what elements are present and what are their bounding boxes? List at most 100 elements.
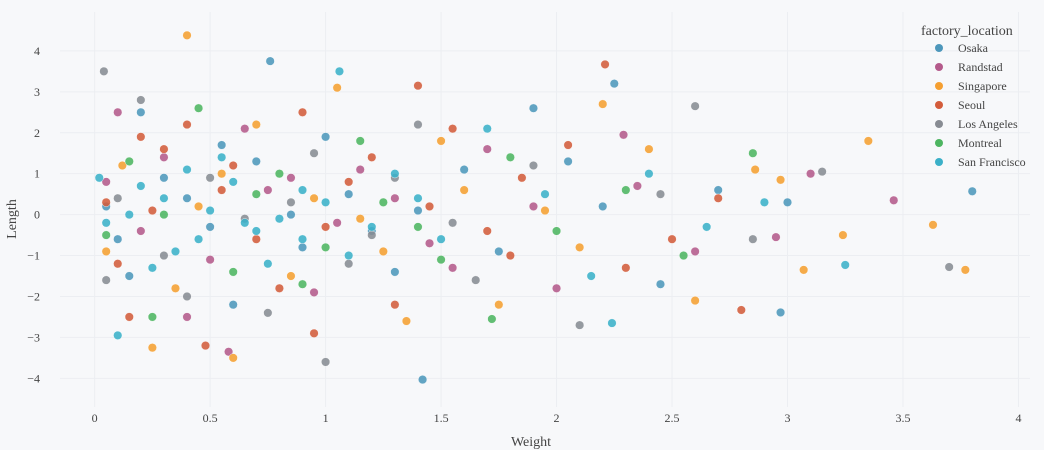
data-point: [309, 287, 319, 297]
data-point: [124, 156, 134, 166]
data-point: [228, 353, 238, 363]
series-seoul: [101, 59, 746, 351]
data-point: [286, 197, 296, 207]
legend-label: Singapore: [958, 79, 1007, 93]
legend-item-seoul[interactable]: Seoul: [935, 98, 986, 112]
data-point: [817, 167, 827, 177]
data-point: [679, 251, 689, 261]
data-point: [321, 132, 331, 142]
legend-marker: [935, 120, 943, 128]
data-point: [124, 210, 134, 220]
data-point: [334, 66, 344, 76]
x-tick-label: 3: [785, 411, 791, 425]
data-point: [771, 232, 781, 242]
y-axis-ticks: −4 −3 −2 −1 0 1 2 3 4: [27, 44, 40, 385]
legend-item-san-francisco[interactable]: San Francisco: [935, 155, 1026, 169]
data-point: [298, 234, 308, 244]
data-point: [205, 173, 215, 183]
data-point: [736, 305, 746, 315]
data-point: [321, 222, 331, 232]
data-point: [113, 107, 123, 117]
x-tick-label: 1: [323, 411, 329, 425]
data-point: [655, 279, 665, 289]
y-tick-label: 3: [34, 85, 40, 99]
data-point: [390, 193, 400, 203]
data-point: [401, 316, 411, 326]
data-point: [528, 103, 538, 113]
data-point: [690, 296, 700, 306]
legend-marker: [935, 158, 943, 166]
data-point: [205, 255, 215, 265]
data-point: [425, 201, 435, 211]
data-point: [286, 173, 296, 183]
data-point: [274, 214, 284, 224]
legend-item-los-angeles[interactable]: Los Angeles: [935, 117, 1018, 131]
series-montreal: [101, 103, 758, 324]
legend-item-singapore[interactable]: Singapore: [935, 79, 1007, 93]
legend-item-randstad[interactable]: Randstad: [935, 60, 1003, 74]
data-point: [783, 197, 793, 207]
data-point: [147, 206, 157, 216]
data-point: [99, 66, 109, 76]
data-point: [94, 173, 104, 183]
data-point: [251, 156, 261, 166]
series-osaka: [101, 56, 977, 385]
x-tick-label: 0.5: [203, 411, 218, 425]
legend-item-montreal[interactable]: Montreal: [935, 136, 1003, 150]
data-point: [217, 140, 227, 150]
data-point: [482, 144, 492, 154]
data-point: [655, 189, 665, 199]
legend-label: Montreal: [958, 136, 1003, 150]
data-point: [436, 234, 446, 244]
data-point: [552, 226, 562, 236]
x-tick-label: 2.5: [665, 411, 680, 425]
data-point: [309, 328, 319, 338]
data-point: [619, 130, 629, 140]
data-point: [690, 101, 700, 111]
data-point: [448, 263, 458, 273]
data-point: [251, 234, 261, 244]
x-axis-ticks: 0 0.5 1 1.5 2 2.5 3 3.5 4: [92, 411, 1022, 425]
x-axis-title: Weight: [511, 435, 551, 450]
data-point: [194, 201, 204, 211]
data-point: [713, 185, 723, 195]
data-point: [182, 30, 192, 40]
data-point: [644, 169, 654, 179]
data-point: [159, 193, 169, 203]
data-point: [487, 314, 497, 324]
data-point: [136, 181, 146, 191]
data-point: [274, 283, 284, 293]
legend-item-osaka[interactable]: Osaka: [935, 41, 989, 55]
data-point: [344, 251, 354, 261]
data-point: [759, 197, 769, 207]
data-point: [228, 300, 238, 310]
data-point: [263, 185, 273, 195]
data-point: [378, 197, 388, 207]
data-point: [159, 144, 169, 154]
data-point: [748, 148, 758, 158]
data-point: [344, 259, 354, 269]
data-point: [124, 271, 134, 281]
data-point: [240, 124, 250, 134]
legend-label: Seoul: [958, 98, 986, 112]
data-point: [621, 185, 631, 195]
data-point: [750, 165, 760, 175]
data-point: [482, 124, 492, 134]
legend: factory_location Osaka Randstad Singapore S…: [921, 24, 1026, 169]
legend-marker: [935, 101, 943, 109]
x-tick-label: 1.5: [434, 411, 449, 425]
data-point: [228, 267, 238, 277]
data-point: [563, 156, 573, 166]
data-point: [367, 152, 377, 162]
data-point: [967, 186, 977, 196]
data-point: [776, 307, 786, 317]
x-tick-label: 0: [92, 411, 98, 425]
data-point: [367, 230, 377, 240]
data-point: [436, 136, 446, 146]
data-point: [471, 275, 481, 285]
y-tick-label: −3: [27, 330, 40, 344]
series-los-angeles: [99, 66, 954, 367]
data-point: [563, 140, 573, 150]
series-san-francisco: [94, 66, 850, 340]
series-randstad: [101, 107, 899, 357]
